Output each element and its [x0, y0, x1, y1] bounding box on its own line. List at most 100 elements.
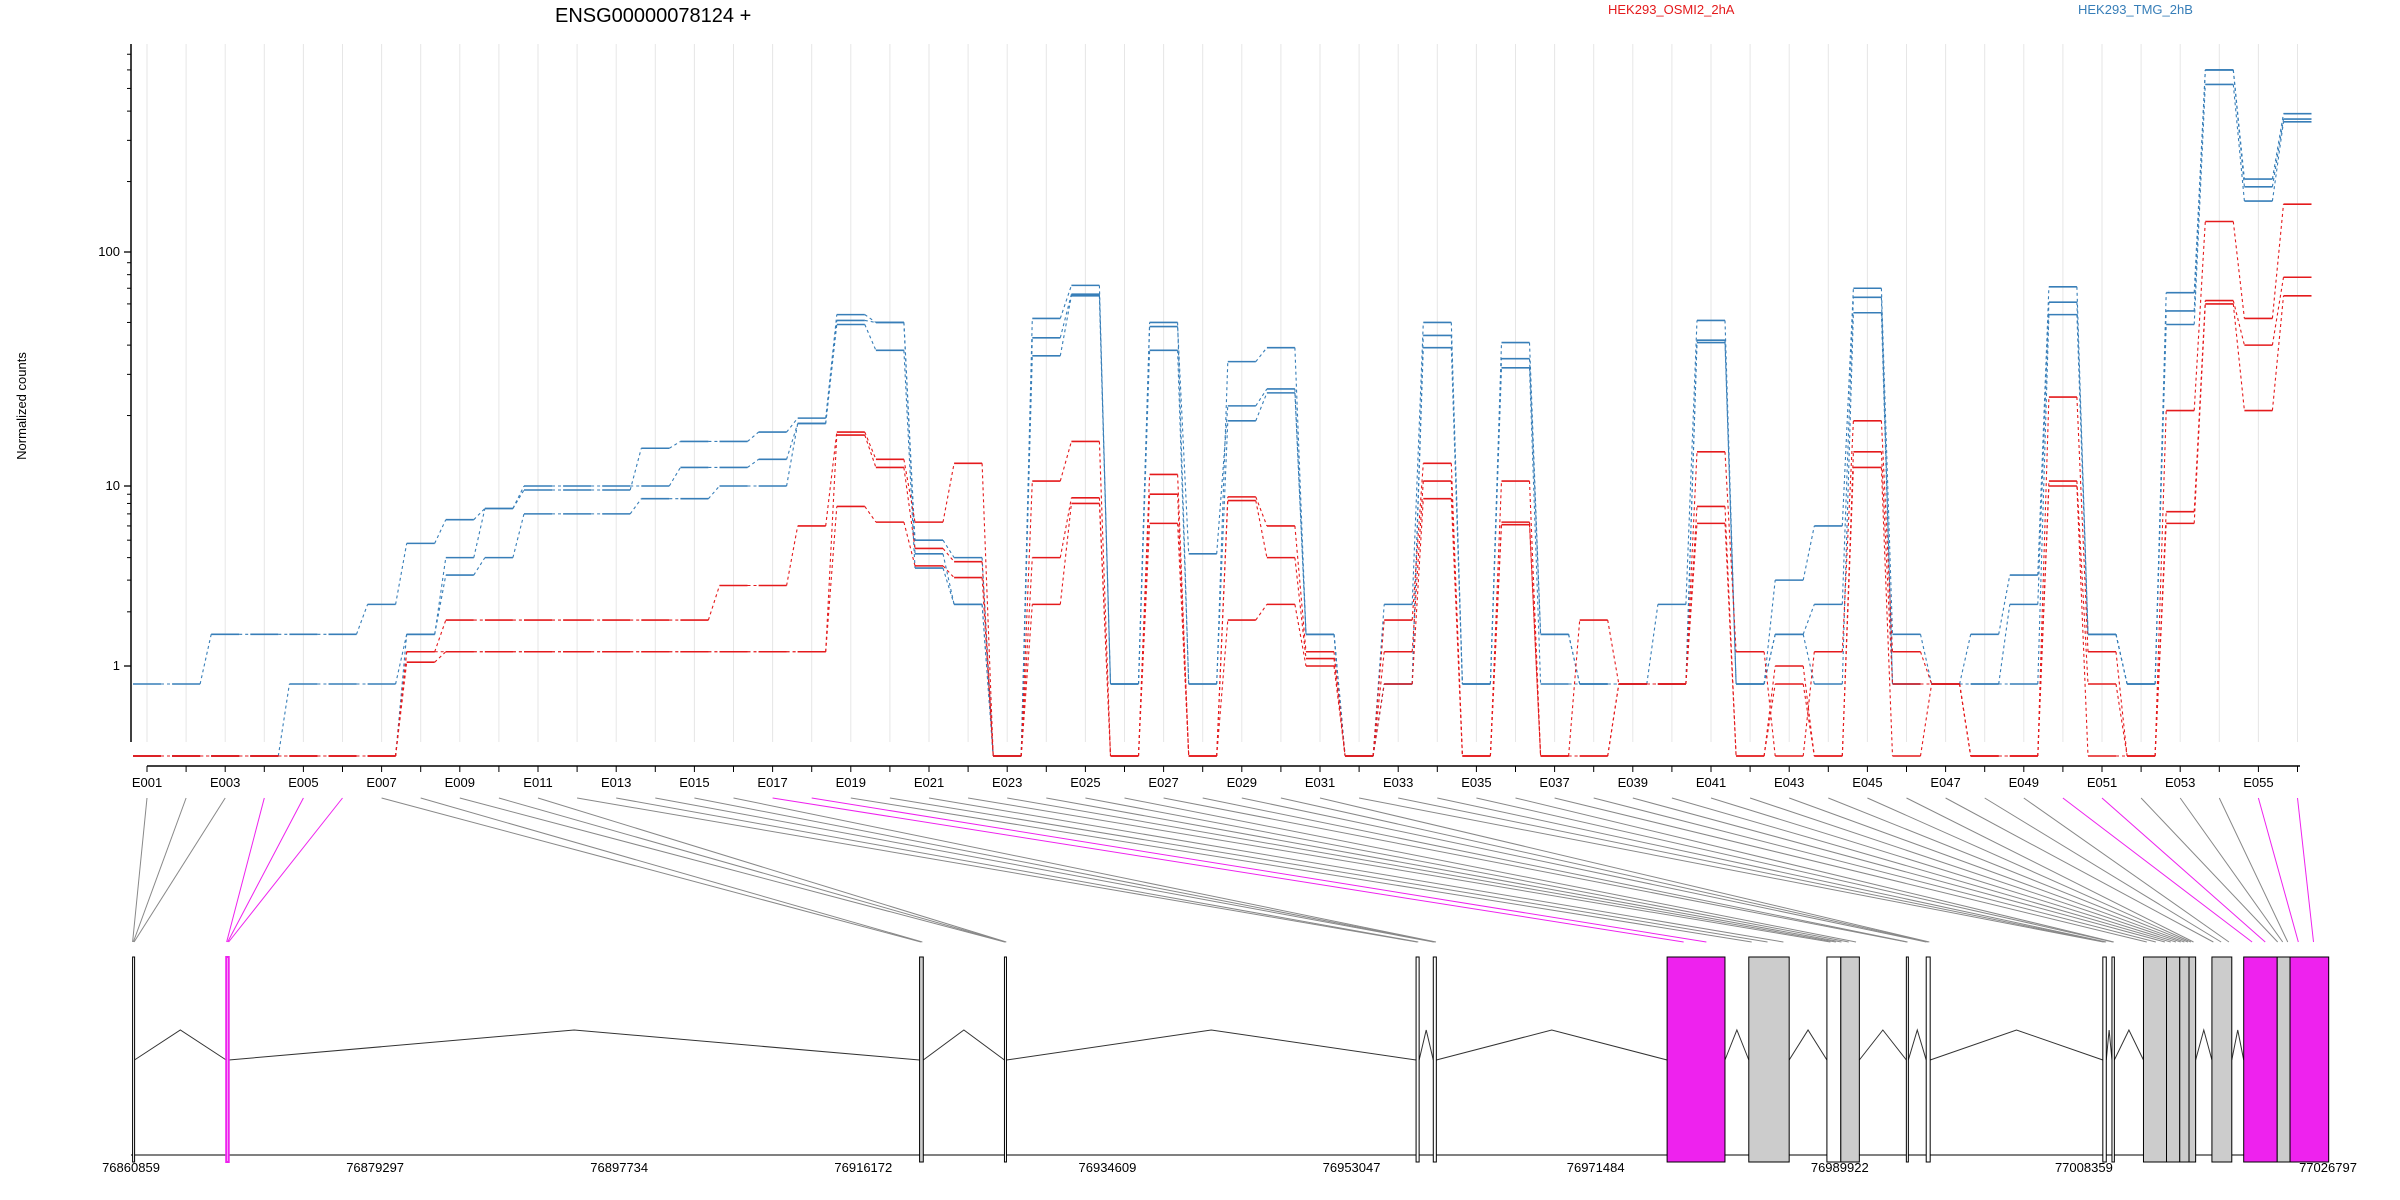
x-tick-label: E009: [445, 775, 475, 790]
exon-connector: [1163, 797, 1907, 943]
exon-connector: [1789, 797, 2185, 943]
series-connector: [1763, 634, 1776, 685]
exon-connector: [2140, 797, 2279, 943]
exon-box: [2289, 956, 2330, 1163]
exon-box: [1003, 956, 1007, 1163]
series-connector: [434, 651, 447, 663]
series-connector: [473, 508, 486, 558]
exon-box: [1415, 956, 1420, 1163]
exon-box: [1905, 956, 1909, 1163]
series-connector: [2154, 523, 2167, 757]
exon-connector: [616, 797, 1419, 943]
exon-box: [1666, 956, 1726, 1163]
series-connector: [864, 319, 876, 323]
coordinate-label: 76971484: [1567, 1160, 1625, 1175]
series-connector: [747, 431, 759, 442]
series-connector: [2232, 84, 2245, 202]
series-connector: [864, 506, 877, 523]
exon-connector: [1867, 797, 2192, 943]
series-connector: [1137, 350, 1151, 685]
x-tick-label: E041: [1696, 775, 1726, 790]
x-tick-label: E047: [1930, 775, 1960, 790]
series-connector: [1998, 604, 2011, 685]
series-connector: [1294, 392, 1307, 635]
x-tick-label: E035: [1461, 775, 1491, 790]
exon-connector: [2101, 797, 2266, 943]
exon-connector: [928, 797, 1784, 943]
exon-box: [2166, 956, 2181, 1163]
intron-line: [134, 1029, 227, 1061]
series-connector: [1020, 604, 1033, 757]
series-connector: [2232, 300, 2245, 346]
exon-connector: [889, 797, 1768, 943]
series-connector: [1528, 367, 1542, 685]
series-connector: [864, 314, 877, 323]
exon-connector: [1476, 797, 2113, 943]
x-tick-label: E001: [132, 775, 162, 790]
intron-line: [228, 1029, 920, 1061]
series-connector: [1294, 557, 1307, 659]
series-connector: [2076, 314, 2089, 635]
series-connector: [1216, 405, 1229, 554]
intron-line: [1930, 1029, 2103, 1061]
series-connector: [1059, 503, 1072, 605]
series-connector: [903, 350, 916, 569]
series-connector: [864, 324, 877, 351]
exon-connector: [850, 797, 1752, 943]
x-ticks: E001 E003 E005 E007 E009 E011 E013 E015 E017 E019…: [132, 766, 2298, 790]
exon-connector: [1945, 797, 2214, 943]
exon-connector: [226, 797, 265, 943]
series-connector: [395, 662, 408, 757]
series-connector: [1216, 420, 1229, 685]
series-connector: [1802, 634, 1815, 685]
series-connector: [1646, 604, 1659, 685]
series-connector: [942, 567, 955, 605]
series-connector: [2037, 397, 2050, 757]
series-connector: [981, 577, 994, 757]
exon-box: [1748, 956, 1790, 1163]
series-connector: [1059, 294, 1072, 338]
series-connector: [825, 506, 838, 652]
series-connector: [2271, 295, 2285, 411]
series-connector: [903, 467, 916, 549]
series-connector: [786, 423, 799, 460]
series-connector: [1098, 441, 1112, 757]
x-tick-label: E017: [757, 775, 787, 790]
exon-connector: [1319, 797, 1930, 943]
series-connector: [1411, 481, 1424, 652]
series-connector: [1802, 604, 1815, 635]
series-connector: [1411, 322, 1424, 605]
series-connector: [2193, 69, 2206, 293]
exon-connector: [811, 797, 1707, 943]
series-connector: [786, 525, 799, 586]
exon-box: [1432, 956, 1437, 1163]
intron-line: [2113, 1028, 2144, 1061]
series-connector: [1568, 634, 1581, 685]
exon-connector: [2023, 797, 2230, 943]
exon-connector: [228, 797, 343, 943]
exon-connector: [1710, 797, 2177, 943]
series-connector: [1880, 288, 1894, 635]
x-tick-label: E043: [1774, 775, 1804, 790]
grid-lines: [146, 44, 2298, 742]
exon-box: [2142, 956, 2168, 1163]
intron-line: [2195, 1028, 2213, 1061]
exon-connector: [2218, 797, 2289, 943]
series-connector: [199, 634, 212, 685]
series-connector: [1137, 523, 1151, 757]
series-connector: [1294, 604, 1307, 667]
series-connector: [1763, 651, 1776, 757]
series-connector: [903, 459, 916, 523]
series-connector: [981, 463, 994, 757]
exon-connector: [1359, 797, 2104, 943]
series-connector: [1880, 451, 1894, 685]
series-connector: [1880, 297, 1894, 685]
x-tick-label: E051: [2087, 775, 2117, 790]
series-connector: [1020, 355, 1033, 757]
series-connector: [2193, 221, 2206, 411]
series-connector: [1489, 524, 1503, 757]
series-connector: [1372, 620, 1385, 757]
series-connector: [1450, 498, 1463, 757]
series-connector: [2115, 651, 2128, 757]
